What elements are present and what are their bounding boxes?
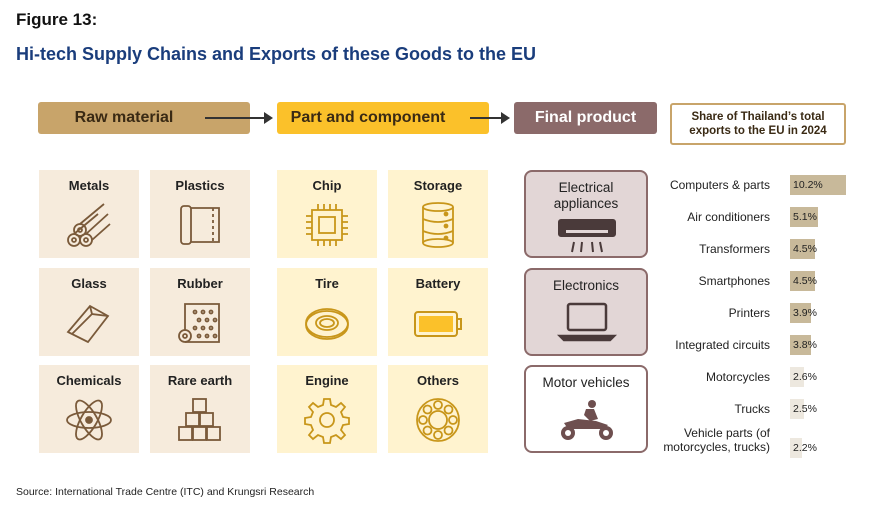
tile-label: Engine [305, 373, 349, 388]
bar-value-label: 10.2% [793, 179, 823, 191]
bar-value-label: 2.6% [793, 371, 817, 383]
tile-label: Rare earth [167, 373, 233, 388]
final-label: Motor vehicles [542, 375, 630, 390]
tile-chip: Chip [277, 170, 377, 258]
tile-storage: Storage [388, 170, 488, 258]
tile-label: Metals [68, 178, 110, 193]
bar [790, 438, 803, 458]
bar-row: Transformers 4.5% [640, 238, 860, 266]
tile-label: Storage [413, 178, 463, 193]
air-conditioner-icon [558, 219, 616, 253]
tire-icon [305, 308, 349, 340]
header-part-label: Part and component [290, 109, 446, 126]
bar-category-label: Transformers [699, 242, 770, 256]
tile-glass: Glass [39, 268, 139, 356]
atom-icon [66, 399, 112, 441]
bar-category-label: Printers [728, 306, 770, 320]
tile-label: Others [417, 373, 459, 388]
final-label: Electrical appliances [553, 180, 619, 211]
tile-label: Plastics [175, 178, 225, 193]
bar-category-label: Motorcycles [705, 370, 770, 384]
source-note: Source: International Trade Centre (ITC)… [16, 486, 315, 498]
header-share-label: Share of Thailand’s total exports to the… [689, 111, 827, 137]
bar-category-label: Trucks [734, 402, 770, 416]
chip-icon [306, 204, 348, 246]
header-part-component: Part and component [277, 102, 489, 134]
bar-row: Smartphones 4.5% [640, 270, 860, 298]
bar-value-label: 2.2% [793, 442, 817, 454]
tile-label: Chemicals [56, 373, 122, 388]
bar-value-label: 3.9% [793, 307, 817, 319]
bar-row: Trucks 2.5% [640, 398, 860, 426]
bar-category-label: Smartphones [698, 274, 770, 288]
arrow-part-to-final [470, 112, 510, 124]
bar-row: Vehicle parts (of motorcycles, trucks) 2.… [640, 426, 860, 458]
tile-engine: Engine [277, 365, 377, 453]
final-label: Electronics [552, 278, 620, 293]
database-icon [422, 202, 454, 248]
stacked-boxes-icon [178, 398, 221, 441]
tile-label: Tire [315, 276, 339, 291]
bar-row: Motorcycles 2.6% [640, 366, 860, 394]
laptop-icon [556, 302, 618, 342]
tile-label: Chip [312, 178, 342, 193]
bar-row: Computers & parts 10.2% [640, 174, 860, 202]
tile-rare-earth: Rare earth [150, 365, 250, 453]
bar-category-label: Computers & parts [669, 178, 770, 192]
bar-row: Printers 3.9% [640, 302, 860, 330]
bar [790, 335, 811, 355]
bar-row: Air conditioners 5.1% [640, 206, 860, 234]
arrow-raw-to-part [205, 112, 273, 124]
tile-chemicals: Chemicals [39, 365, 139, 453]
bar [790, 367, 805, 387]
motorcycle-icon [561, 400, 613, 440]
tile-metals: Metals [39, 170, 139, 258]
tile-battery: Battery [388, 268, 488, 356]
figure-label: Figure 13: [16, 10, 98, 29]
gear-icon [304, 398, 350, 444]
plastic-roll-icon [180, 205, 220, 245]
bar [790, 175, 846, 195]
bar [790, 207, 818, 227]
header-final-product: Final product [514, 102, 657, 134]
bar [790, 239, 815, 259]
bar-value-label: 4.5% [793, 275, 817, 287]
glass-block-icon [66, 304, 110, 344]
tile-plastics: Plastics [150, 170, 250, 258]
bar [790, 303, 812, 323]
header-final-label: Final product [534, 109, 637, 126]
bearing-icon [416, 398, 460, 442]
tile-rubber: Rubber [150, 268, 250, 356]
tile-others: Others [388, 365, 488, 453]
final-motor-vehicles: Motor vehicles [524, 365, 648, 453]
bar-category-label: Integrated circuits [675, 338, 770, 352]
page-title: Hi-tech Supply Chains and Exports of the… [16, 44, 537, 64]
bar-value-label: 2.5% [793, 403, 817, 415]
bar [790, 271, 815, 291]
bar [790, 399, 804, 419]
metal-rods-icon [67, 203, 111, 247]
bar-value-label: 3.8% [793, 339, 817, 351]
battery-icon [414, 311, 462, 337]
tile-label: Glass [71, 276, 107, 291]
tile-label: Rubber [177, 276, 223, 291]
bar-category-label: Air conditioners [687, 210, 770, 224]
final-electrical-appliances: Electrical appliances [524, 170, 648, 258]
tile-label: Battery [415, 276, 461, 291]
bar-row: Integrated circuits 3.8% [640, 334, 860, 362]
header-share-box: Share of Thailand’s total exports to the… [670, 103, 846, 145]
bar-value-label: 5.1% [793, 211, 817, 223]
bar-category-label: Vehicle parts (of motorcycles, trucks) [663, 426, 770, 454]
rubber-roll-icon [178, 303, 220, 343]
final-electronics: Electronics [524, 268, 648, 356]
tile-tire: Tire [277, 268, 377, 356]
bar-value-label: 4.5% [793, 243, 817, 255]
header-raw-label: Raw material [74, 109, 174, 126]
